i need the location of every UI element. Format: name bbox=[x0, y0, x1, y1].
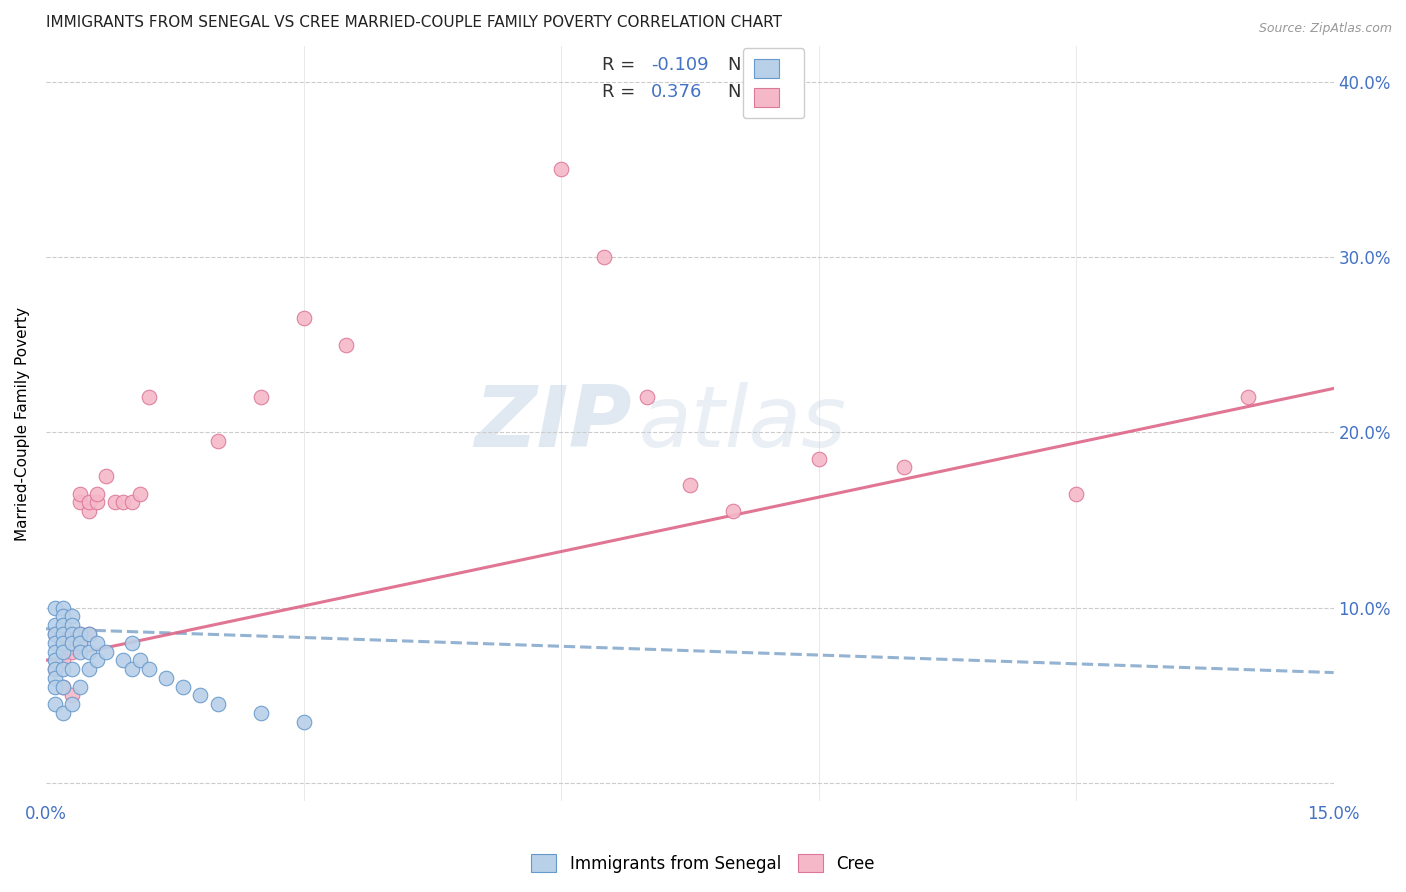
Point bbox=[44, 636, 66, 650]
Point bbox=[550, 162, 572, 177]
Point bbox=[636, 390, 658, 404]
Point bbox=[721, 504, 744, 518]
Text: -0.109: -0.109 bbox=[651, 56, 709, 74]
Point bbox=[679, 478, 702, 492]
Point bbox=[207, 697, 229, 711]
Point bbox=[52, 662, 75, 676]
Point bbox=[60, 618, 83, 632]
Point bbox=[129, 653, 152, 667]
Text: ZIP: ZIP bbox=[474, 382, 631, 465]
Point bbox=[44, 618, 66, 632]
Point bbox=[60, 636, 83, 650]
Legend: Immigrants from Senegal, Cree: Immigrants from Senegal, Cree bbox=[524, 847, 882, 880]
Point bbox=[86, 636, 108, 650]
Point bbox=[77, 504, 100, 518]
Point bbox=[52, 636, 75, 650]
Point bbox=[60, 697, 83, 711]
Point bbox=[77, 627, 100, 641]
Point bbox=[44, 662, 66, 676]
Point bbox=[60, 662, 83, 676]
Point bbox=[593, 250, 616, 264]
Point bbox=[44, 653, 66, 667]
Point bbox=[129, 486, 152, 500]
Point bbox=[60, 627, 83, 641]
Point bbox=[77, 662, 100, 676]
Point bbox=[60, 627, 83, 641]
Text: R =: R = bbox=[602, 56, 641, 74]
Text: atlas: atlas bbox=[638, 382, 846, 465]
Point bbox=[94, 469, 117, 483]
Point bbox=[77, 495, 100, 509]
Point bbox=[52, 627, 75, 641]
Point bbox=[69, 636, 91, 650]
Point bbox=[121, 662, 143, 676]
Point bbox=[44, 680, 66, 694]
Point bbox=[69, 486, 91, 500]
Point bbox=[44, 697, 66, 711]
Point bbox=[52, 618, 75, 632]
Point bbox=[112, 653, 135, 667]
Point bbox=[86, 653, 108, 667]
Point bbox=[52, 706, 75, 720]
Point bbox=[52, 680, 75, 694]
Point bbox=[893, 460, 915, 475]
Point bbox=[44, 627, 66, 641]
Point bbox=[86, 486, 108, 500]
Point bbox=[69, 627, 91, 641]
Point bbox=[60, 689, 83, 703]
Point bbox=[249, 390, 271, 404]
Text: R =: R = bbox=[602, 83, 641, 101]
Text: 0.376: 0.376 bbox=[651, 83, 703, 101]
Point bbox=[69, 495, 91, 509]
Point bbox=[44, 662, 66, 676]
Text: Source: ZipAtlas.com: Source: ZipAtlas.com bbox=[1258, 22, 1392, 36]
Point bbox=[292, 311, 315, 326]
Point bbox=[44, 671, 66, 685]
Point bbox=[77, 644, 100, 658]
Point bbox=[207, 434, 229, 448]
Point bbox=[1064, 486, 1087, 500]
Point bbox=[52, 680, 75, 694]
Point bbox=[121, 636, 143, 650]
Point bbox=[138, 662, 160, 676]
Point bbox=[104, 495, 127, 509]
Point bbox=[52, 644, 75, 658]
Point bbox=[112, 495, 135, 509]
Point bbox=[69, 680, 91, 694]
Text: N =: N = bbox=[728, 83, 769, 101]
Point bbox=[52, 609, 75, 624]
Point bbox=[155, 671, 177, 685]
Point bbox=[86, 495, 108, 509]
Y-axis label: Married-Couple Family Poverty: Married-Couple Family Poverty bbox=[15, 307, 30, 541]
Text: N =: N = bbox=[728, 56, 769, 74]
Point bbox=[249, 706, 271, 720]
Point bbox=[52, 653, 75, 667]
Point bbox=[69, 644, 91, 658]
Point bbox=[52, 636, 75, 650]
Point bbox=[292, 714, 315, 729]
Point bbox=[69, 627, 91, 641]
Point bbox=[77, 627, 100, 641]
Point bbox=[335, 337, 357, 351]
Text: IMMIGRANTS FROM SENEGAL VS CREE MARRIED-COUPLE FAMILY POVERTY CORRELATION CHART: IMMIGRANTS FROM SENEGAL VS CREE MARRIED-… bbox=[46, 15, 782, 30]
Point bbox=[807, 451, 830, 466]
Point bbox=[138, 390, 160, 404]
Point bbox=[60, 609, 83, 624]
Point bbox=[44, 627, 66, 641]
Point bbox=[121, 495, 143, 509]
Text: 37: 37 bbox=[769, 83, 793, 101]
Point bbox=[190, 689, 212, 703]
Legend: , : , bbox=[742, 48, 804, 119]
Point bbox=[52, 627, 75, 641]
Point bbox=[94, 644, 117, 658]
Point bbox=[52, 600, 75, 615]
Point bbox=[44, 600, 66, 615]
Point bbox=[69, 636, 91, 650]
Point bbox=[172, 680, 194, 694]
Text: 46: 46 bbox=[769, 56, 793, 74]
Point bbox=[1236, 390, 1258, 404]
Point bbox=[44, 644, 66, 658]
Point bbox=[60, 644, 83, 658]
